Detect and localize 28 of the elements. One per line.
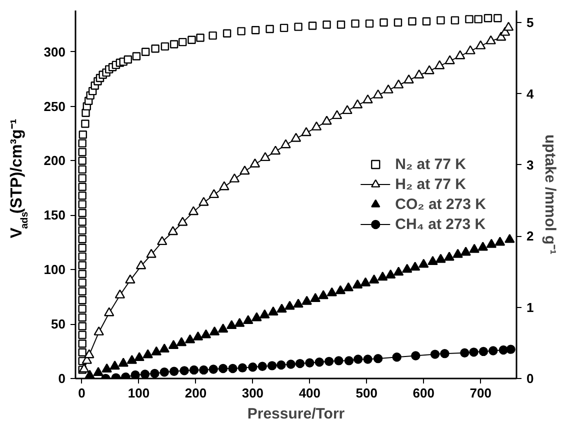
legend-label: N₂ at 77 K xyxy=(395,156,466,172)
y-tick-label: 300 xyxy=(44,44,66,60)
y2-tick-label: 0 xyxy=(526,371,534,386)
x-tick-label: 300 xyxy=(242,386,264,400)
y-axis-title: Vads(STP)/cm³g⁻¹ xyxy=(8,118,30,238)
x-tick-label: 600 xyxy=(412,386,434,400)
y2-tick-label: 2 xyxy=(526,228,534,244)
legend-label: H₂ at 77 K xyxy=(395,176,466,192)
x-tick-label: 500 xyxy=(356,386,378,400)
y2-tick-label: 4 xyxy=(526,86,534,102)
y2-tick-label: 3 xyxy=(526,157,534,172)
y2-axis-title: uptake /mmol g⁻¹ xyxy=(542,134,559,255)
legend-label: CO₂ at 273 K xyxy=(395,196,486,212)
x-tick-label: 700 xyxy=(470,386,492,400)
y2-tick-label: 5 xyxy=(526,15,534,30)
x-tick-label: 400 xyxy=(298,386,321,400)
y-tick-label: 100 xyxy=(44,262,66,278)
y-tick-label: 50 xyxy=(51,316,66,332)
y-tick-label: 250 xyxy=(44,98,66,114)
x-tick-label: 100 xyxy=(128,386,150,400)
y-tick-label: 200 xyxy=(44,153,66,168)
x-tick-label: 0 xyxy=(78,386,86,400)
x-axis-title: Pressure/Torr xyxy=(247,406,345,422)
y-tick-label: 0 xyxy=(58,371,66,386)
legend-label: CH₄ at 273 K xyxy=(395,216,486,232)
y2-tick-label: 1 xyxy=(526,300,534,315)
x-tick-label: 200 xyxy=(184,386,207,400)
y-tick-label: 150 xyxy=(44,208,66,223)
